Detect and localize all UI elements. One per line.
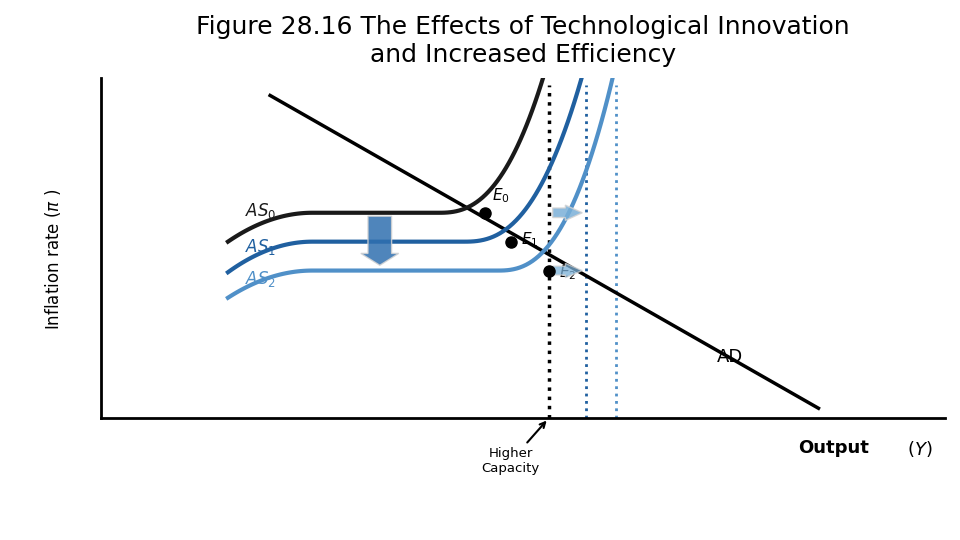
Text: $AS_1$: $AS_1$ <box>245 237 276 256</box>
Text: $E_2$: $E_2$ <box>559 263 576 282</box>
Text: Higher
Capacity: Higher Capacity <box>481 422 545 475</box>
FancyArrow shape <box>553 264 583 278</box>
Text: Output: Output <box>798 439 869 457</box>
Text: $E_0$: $E_0$ <box>492 187 510 205</box>
Text: $(Y)$: $(Y)$ <box>907 439 932 459</box>
Title: Figure 28.16 The Effects of Technological Innovation
and Increased Efficiency: Figure 28.16 The Effects of Technologica… <box>197 15 850 67</box>
Text: Inflation rate ($\pi$ ): Inflation rate ($\pi$ ) <box>43 188 62 330</box>
Text: $E_1$: $E_1$ <box>520 231 538 249</box>
FancyArrow shape <box>553 205 583 220</box>
Text: $AS_0$: $AS_0$ <box>245 201 276 221</box>
Text: $AS_2$: $AS_2$ <box>245 269 276 289</box>
FancyArrow shape <box>361 216 398 265</box>
Text: AD: AD <box>717 348 743 366</box>
